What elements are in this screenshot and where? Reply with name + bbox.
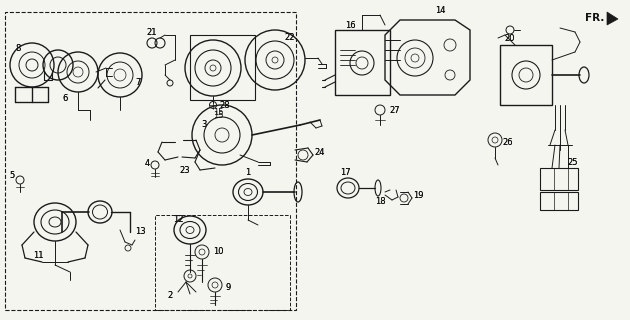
Text: 8: 8 <box>15 44 21 52</box>
Text: 23: 23 <box>180 165 190 174</box>
Text: 23: 23 <box>180 165 190 174</box>
Text: 10: 10 <box>213 247 223 257</box>
Text: 11: 11 <box>33 251 43 260</box>
Text: 26: 26 <box>503 138 513 147</box>
Text: 13: 13 <box>135 228 146 236</box>
Text: 15: 15 <box>213 108 223 116</box>
Text: 12: 12 <box>173 215 183 225</box>
Text: 13: 13 <box>135 228 146 236</box>
Text: 12: 12 <box>173 215 183 225</box>
Text: 21: 21 <box>147 28 158 36</box>
Bar <box>540 168 578 190</box>
Text: 14: 14 <box>435 5 445 14</box>
Polygon shape <box>607 12 618 25</box>
Text: 24: 24 <box>315 148 325 156</box>
Bar <box>335 30 390 95</box>
Bar <box>500 45 552 105</box>
Text: 1: 1 <box>245 167 251 177</box>
Text: 22: 22 <box>285 33 295 42</box>
Text: 17: 17 <box>340 167 350 177</box>
Text: 16: 16 <box>345 20 355 29</box>
Text: 2: 2 <box>168 291 173 300</box>
Text: 7: 7 <box>135 77 140 86</box>
Text: 27: 27 <box>390 106 400 115</box>
Text: 5: 5 <box>9 171 14 180</box>
Bar <box>540 192 578 210</box>
Text: 6: 6 <box>62 93 67 102</box>
Bar <box>190 35 255 100</box>
Text: 17: 17 <box>340 167 350 177</box>
Text: 21: 21 <box>147 28 158 36</box>
Text: 10: 10 <box>213 247 223 257</box>
Text: 3: 3 <box>202 119 207 129</box>
Text: 25: 25 <box>568 157 578 166</box>
Text: 2: 2 <box>168 291 173 300</box>
Text: 18: 18 <box>375 197 386 206</box>
Text: 26: 26 <box>503 138 513 147</box>
Text: 15: 15 <box>213 110 223 119</box>
Text: 6: 6 <box>62 93 67 102</box>
Text: 11: 11 <box>33 251 43 260</box>
Text: 8: 8 <box>15 44 21 52</box>
Text: 28: 28 <box>220 100 231 109</box>
Text: 22: 22 <box>285 33 295 42</box>
Text: 3: 3 <box>202 119 207 129</box>
Text: 28: 28 <box>220 100 231 109</box>
Text: 4: 4 <box>144 158 150 167</box>
Text: 5: 5 <box>9 171 14 180</box>
Bar <box>5 12 296 310</box>
Bar <box>155 215 290 310</box>
Text: 27: 27 <box>390 106 400 115</box>
Text: 20: 20 <box>505 34 515 43</box>
Text: 16: 16 <box>345 20 355 29</box>
Text: 14: 14 <box>435 5 445 14</box>
Text: 19: 19 <box>413 191 423 201</box>
Text: 25: 25 <box>568 157 578 166</box>
Text: 9: 9 <box>226 283 231 292</box>
Text: 4: 4 <box>144 158 150 167</box>
Text: 18: 18 <box>375 197 386 206</box>
Text: 19: 19 <box>413 191 423 201</box>
Text: 9: 9 <box>226 283 231 292</box>
Text: 1: 1 <box>245 167 251 177</box>
Text: 20: 20 <box>505 34 515 43</box>
Text: FR.: FR. <box>585 13 604 23</box>
Text: 24: 24 <box>315 148 325 156</box>
Text: 7: 7 <box>135 77 140 86</box>
